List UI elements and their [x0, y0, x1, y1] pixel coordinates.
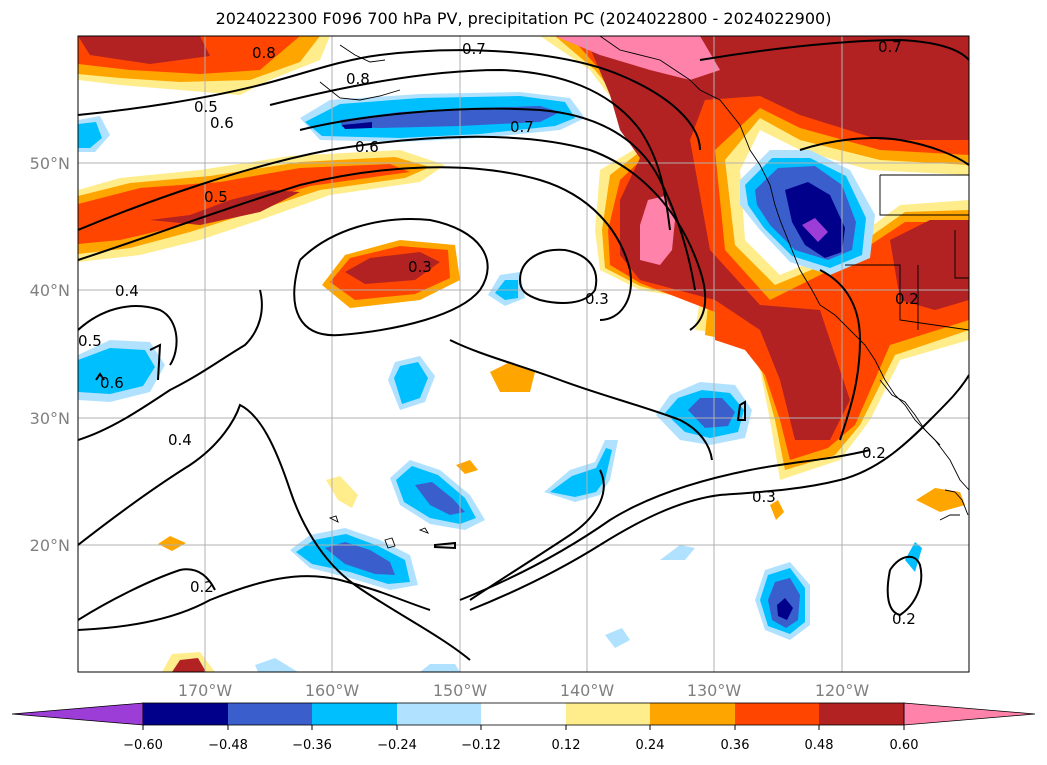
- contour-label: 0.3: [752, 488, 776, 506]
- precip-negative-area: [78, 122, 102, 148]
- colorbar-tick-label: −0.48: [208, 738, 248, 753]
- map-title: 2024022300 F096 700 hPa PV, precipitatio…: [215, 9, 832, 28]
- coastlines: [319, 36, 969, 549]
- colorbar-segment: [397, 703, 481, 725]
- precip-positive-area: [78, 36, 210, 64]
- contour-label: 0.3: [408, 258, 432, 276]
- contour-label: 0.7: [510, 118, 534, 136]
- colorbar-segment: [481, 703, 566, 725]
- colorbar-segment: [650, 703, 735, 725]
- lat-tick-label: 20°N: [30, 536, 70, 555]
- colorbar-tick-label: 0.24: [636, 738, 665, 753]
- precip-negative-area: [394, 362, 428, 404]
- lon-tick-label: 120°W: [815, 681, 870, 700]
- lon-tick-label: 150°W: [433, 681, 488, 700]
- pv-contours: [78, 38, 969, 661]
- contour-label: 0.7: [462, 40, 486, 58]
- precip-negative-area: [325, 542, 395, 575]
- precip-negative-area: [688, 398, 735, 428]
- contour-label: 0.4: [168, 431, 192, 449]
- precip-positive-area: [916, 488, 965, 512]
- colorbar-extend-high: [903, 702, 1036, 726]
- precip-negative-area: [777, 598, 793, 620]
- precip-positive-area: [158, 536, 186, 551]
- colorbar-tick-label: 0.36: [721, 738, 750, 753]
- pv-contour-labels: 0.8 0.8 0.7 0.7 0.7 0.6 0.6 0.6 0.5 0.5 …: [78, 38, 919, 628]
- colorbar-extend-low: [11, 702, 144, 726]
- lon-tick-label: 130°W: [687, 681, 742, 700]
- precip-positive-area: [555, 36, 720, 80]
- precip-positive-area: [456, 460, 478, 474]
- precip-positive-area: [770, 500, 784, 520]
- colorbar-ticks: [142, 725, 905, 730]
- precip-positive-area: [890, 220, 969, 310]
- lat-tick-label: 50°N: [30, 154, 70, 173]
- contour-label: 0.5: [204, 188, 228, 206]
- contour-label: 0.5: [194, 98, 218, 116]
- latitude-labels: 50°N 40°N 30°N 20°N: [30, 154, 70, 555]
- contour-label: 0.2: [892, 610, 916, 628]
- contour-label: 0.2: [190, 578, 214, 596]
- map-frame: [77, 35, 970, 673]
- precip-negative-area: [550, 448, 612, 497]
- precip-positive-area: [585, 36, 969, 440]
- precip-positive-area: [490, 362, 535, 392]
- colorbar-segment: [312, 703, 397, 725]
- lon-tick-label: 140°W: [560, 681, 615, 700]
- contour-label: 0.6: [355, 138, 379, 156]
- colorbar-tick-label: 0.48: [805, 738, 834, 753]
- precip-negative-area: [802, 218, 828, 242]
- precip-positive-area: [326, 476, 358, 508]
- contour-label: 0.4: [115, 282, 139, 300]
- colorbar: −0.60 −0.48 −0.36 −0.24 −0.12 0.12 0.24 …: [11, 702, 1036, 753]
- precip-positive-area: [150, 190, 300, 225]
- colorbar-segment: [735, 703, 819, 725]
- precip-negative-area: [340, 106, 560, 128]
- precip-negative-area: [660, 545, 695, 560]
- colorbar-tick-label: −0.60: [123, 738, 163, 753]
- colorbar-segment: [566, 703, 650, 725]
- colorbar-tick-label: 0.12: [552, 738, 581, 753]
- precip-negative-area: [342, 122, 372, 129]
- colorbar-tick-label: −0.12: [461, 738, 501, 753]
- longitude-labels: 170°W 160°W 150°W 140°W 130°W 120°W: [178, 681, 870, 700]
- contour-label: 0.6: [100, 374, 124, 392]
- precip-negative-area: [78, 348, 155, 394]
- precip-negative-area: [420, 664, 460, 672]
- colorbar-segment: [228, 703, 312, 725]
- precip-positive-area: [640, 196, 675, 265]
- precip-positive-area: [345, 252, 440, 284]
- precip-positive-area: [172, 658, 206, 672]
- contour-label: 0.2: [895, 290, 919, 308]
- contour-label: 0.3: [585, 290, 609, 308]
- lat-tick-label: 40°N: [30, 281, 70, 300]
- precip-negative-area: [605, 628, 630, 648]
- precip-negative-area: [415, 482, 465, 515]
- contour-label: 0.8: [346, 70, 370, 88]
- contour-label: 0.2: [862, 444, 886, 462]
- map-gridlines: [78, 36, 969, 672]
- colorbar-tick-label: −0.36: [292, 738, 332, 753]
- colorbar-tick-label: 0.60: [890, 738, 919, 753]
- contour-label: 0.8: [252, 44, 276, 62]
- colorbar-segment: [819, 703, 904, 725]
- colorbar-tick-label: −0.24: [377, 738, 417, 753]
- contour-label: 0.7: [878, 38, 902, 56]
- precip-negative-area: [255, 658, 298, 672]
- contour-label: 0.6: [210, 114, 234, 132]
- lon-tick-label: 160°W: [305, 681, 360, 700]
- contour-label: 0.5: [78, 332, 102, 350]
- map-panel: 0.8 0.8 0.7 0.7 0.7 0.6 0.6 0.6 0.5 0.5 …: [78, 36, 969, 672]
- lat-tick-label: 30°N: [30, 409, 70, 428]
- colorbar-segment: [143, 703, 228, 725]
- lon-tick-label: 170°W: [178, 681, 233, 700]
